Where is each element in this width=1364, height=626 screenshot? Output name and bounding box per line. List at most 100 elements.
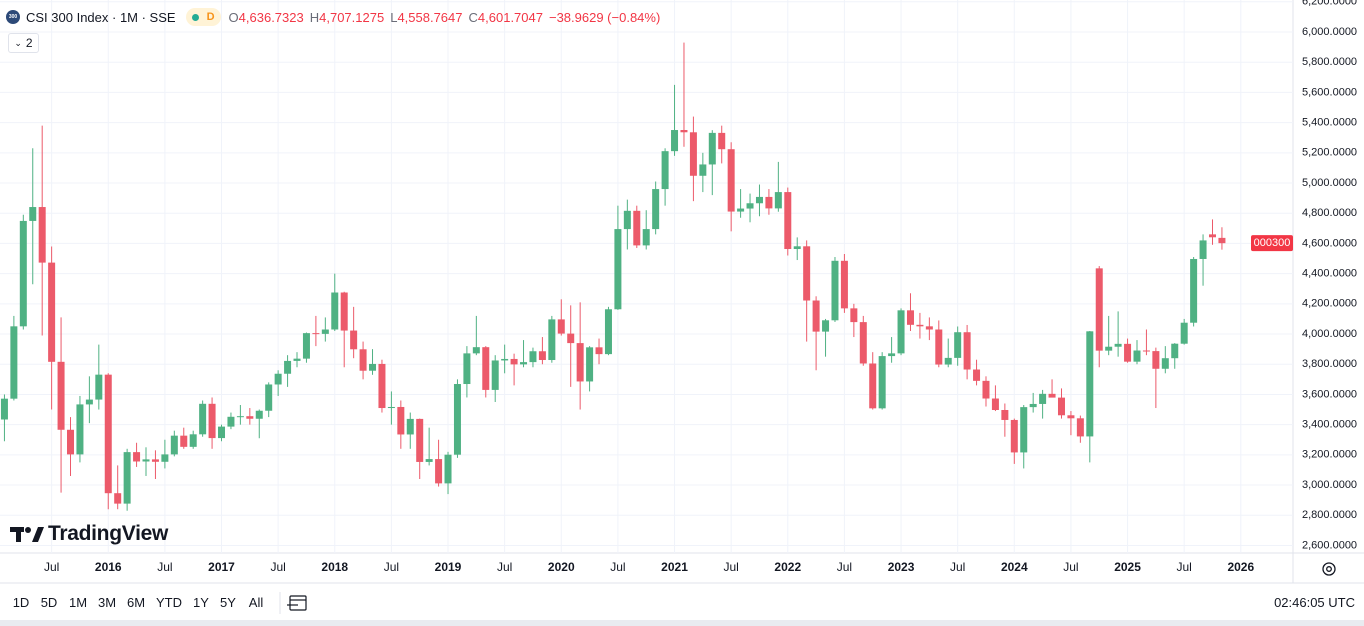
candle-body — [1048, 393, 1056, 398]
range-button[interactable]: All — [248, 595, 264, 610]
symbol-logo: 300 — [6, 10, 20, 24]
candle-body — [151, 459, 159, 462]
candle-body — [406, 418, 414, 435]
high-label: H — [309, 9, 320, 25]
calendar-icon[interactable] — [287, 595, 307, 611]
gear-outer — [1322, 562, 1336, 576]
y-tick-label: 4,000.0000 — [1302, 328, 1357, 340]
candle-body — [1208, 234, 1216, 238]
y-tick-label: 5,600.0000 — [1302, 86, 1357, 98]
y-tick-label: 2,800.0000 — [1302, 509, 1357, 521]
range-button[interactable]: 1D — [12, 595, 30, 610]
y-tick-label: 3,200.0000 — [1302, 449, 1357, 461]
market-dot — [191, 13, 199, 21]
candle-body — [331, 292, 339, 330]
candle-body — [378, 363, 386, 409]
logo-slash — [32, 527, 44, 542]
status-pill[interactable]: D — [185, 8, 221, 26]
y-tick-label: 3,800.0000 — [1302, 358, 1357, 370]
candle-body — [57, 361, 65, 430]
y-tick-label: 6,000.0000 — [1302, 26, 1357, 38]
candle-body — [104, 374, 112, 494]
legend-header: 300 CSI 300 Index · 1M · SSE D O 4,636.73… — [6, 7, 660, 27]
candle-body — [548, 319, 556, 361]
gear-inner — [1326, 566, 1332, 572]
indicator-toggle[interactable]: ⌄ 2 — [8, 33, 39, 53]
range-button[interactable]: 5D — [40, 595, 58, 610]
symbol-title[interactable]: CSI 300 Index · 1M · SSE — [26, 9, 176, 25]
candle-body — [925, 326, 933, 330]
candle-body — [897, 310, 905, 354]
range-button[interactable]: 5Y — [220, 595, 236, 610]
candle-body — [170, 435, 178, 455]
candle-body — [614, 229, 622, 310]
candle-body — [416, 418, 424, 462]
candle-body — [463, 353, 471, 385]
candle-body — [302, 333, 310, 359]
candle-body — [1133, 350, 1141, 362]
candle-body — [1095, 268, 1103, 351]
candle-body — [274, 373, 282, 385]
candle-body — [472, 347, 480, 354]
x-tick-label: Jul — [950, 560, 965, 574]
candle-body — [1171, 343, 1179, 359]
calendar-body — [289, 595, 307, 611]
range-button[interactable]: 6M — [126, 595, 146, 610]
y-tick-label: 2,600.0000 — [1302, 539, 1357, 551]
candle-body — [312, 333, 320, 335]
x-tick-label: 2020 — [548, 560, 575, 574]
candle-body — [444, 454, 452, 484]
y-tick-label: 4,600.0000 — [1302, 237, 1357, 249]
y-tick-label: 5,800.0000 — [1302, 56, 1357, 68]
candle-body — [916, 324, 924, 327]
candle-body — [567, 333, 575, 344]
candle-body — [718, 132, 726, 150]
range-button[interactable]: 1Y — [193, 595, 209, 610]
y-tick-label: 3,600.0000 — [1302, 388, 1357, 400]
logo-stem — [16, 527, 21, 542]
candle-body — [246, 416, 254, 419]
candle-body — [1086, 331, 1094, 437]
candle-body — [10, 326, 18, 399]
candle-body — [359, 349, 367, 371]
candle-body — [727, 149, 735, 212]
candle-body — [737, 208, 745, 212]
candle-body — [369, 363, 377, 371]
candle-body — [822, 320, 830, 332]
x-tick-label: Jul — [1063, 560, 1078, 574]
x-tick-label: 2024 — [1001, 560, 1028, 574]
candle-body — [38, 207, 46, 263]
x-tick-label: 2021 — [661, 560, 688, 574]
candle-body — [435, 459, 443, 484]
candle-body — [0, 398, 8, 420]
settings-gear[interactable] — [1322, 562, 1336, 576]
y-tick-label: 3,400.0000 — [1302, 419, 1357, 431]
candle-body — [1029, 403, 1037, 408]
candle-body — [265, 384, 273, 411]
candle-body — [208, 403, 216, 439]
candle-body — [595, 347, 603, 355]
range-button[interactable]: 1M — [68, 595, 88, 610]
candle-body — [1076, 418, 1084, 437]
x-tick-label: Jul — [157, 560, 172, 574]
range-button[interactable]: 3M — [97, 595, 117, 610]
candle-body — [482, 347, 490, 390]
candle-body — [293, 358, 301, 361]
candle-body — [19, 220, 27, 327]
candle-body — [906, 310, 914, 325]
range-button[interactable]: YTD — [156, 595, 182, 610]
candle-body — [199, 403, 207, 435]
candle-body — [114, 493, 122, 504]
clock: 02:46:05 UTC — [1274, 595, 1355, 610]
x-tick-label: Jul — [723, 560, 738, 574]
last-price-label: 000300 — [1254, 237, 1291, 249]
candle-body — [604, 309, 612, 355]
candle-body — [699, 164, 707, 176]
candle-body — [284, 360, 292, 374]
candle-body — [557, 319, 565, 334]
x-tick-label: 2025 — [1114, 560, 1141, 574]
last-price-badge — [1251, 235, 1293, 252]
candle-body — [652, 189, 660, 230]
